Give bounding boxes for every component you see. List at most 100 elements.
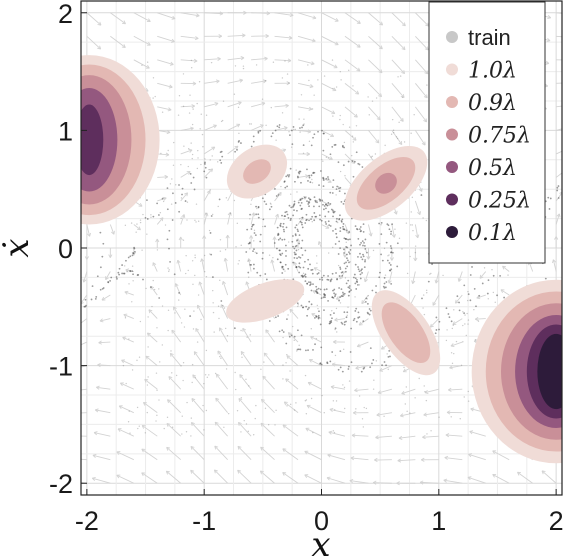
field-arrow-head bbox=[356, 20, 361, 24]
train-point bbox=[274, 424, 276, 426]
train-point bbox=[329, 191, 332, 194]
train-point bbox=[208, 168, 210, 171]
train-point bbox=[335, 233, 337, 235]
field-arrow-head bbox=[424, 390, 429, 395]
train-point bbox=[265, 203, 268, 206]
field-arrow-head bbox=[363, 278, 368, 283]
field-arrow bbox=[157, 129, 171, 133]
field-arrow-head bbox=[361, 300, 366, 305]
train-point bbox=[203, 162, 206, 164]
train-point bbox=[182, 379, 184, 382]
train-point bbox=[219, 279, 221, 282]
train-point bbox=[314, 215, 317, 218]
field-arrow-head bbox=[447, 387, 452, 392]
field-arrow bbox=[467, 476, 486, 484]
train-point bbox=[238, 259, 240, 262]
train-point bbox=[389, 355, 391, 358]
train-point bbox=[383, 247, 386, 250]
field-arrow bbox=[368, 35, 383, 50]
train-point bbox=[371, 289, 374, 292]
field-arrow bbox=[556, 128, 562, 131]
train-point bbox=[178, 210, 181, 213]
train-point bbox=[240, 397, 243, 399]
field-arrow-head bbox=[306, 404, 311, 409]
train-point bbox=[371, 100, 374, 102]
field-arrow bbox=[414, 106, 427, 123]
train-point bbox=[456, 295, 459, 298]
train-point bbox=[355, 307, 358, 310]
train-point bbox=[345, 238, 348, 241]
field-arrow-head bbox=[225, 234, 230, 239]
train-point bbox=[264, 407, 267, 410]
train-point bbox=[286, 318, 288, 321]
field-arrow-head bbox=[193, 351, 198, 356]
train-point bbox=[331, 192, 334, 194]
field-arrow bbox=[157, 153, 170, 156]
field-arrow-head bbox=[366, 255, 371, 260]
train-point bbox=[392, 129, 395, 131]
train-point bbox=[311, 272, 314, 275]
train-point bbox=[123, 272, 126, 275]
train-point bbox=[343, 323, 346, 326]
field-arrow-head bbox=[434, 279, 439, 284]
train-point bbox=[363, 406, 365, 409]
field-arrow-head bbox=[401, 46, 406, 51]
field-arrow bbox=[251, 58, 268, 61]
field-arrow bbox=[251, 12, 270, 14]
field-arrow bbox=[224, 258, 229, 272]
contour-level bbox=[381, 302, 431, 364]
train-point bbox=[360, 241, 362, 244]
field-arrow-head bbox=[192, 374, 197, 379]
train-point bbox=[340, 288, 343, 291]
train-point bbox=[326, 362, 329, 365]
train-point bbox=[390, 247, 393, 250]
train-point bbox=[274, 188, 276, 190]
train-point bbox=[332, 430, 335, 432]
field-arrow-head bbox=[92, 453, 97, 458]
train-point bbox=[315, 285, 318, 288]
train-point bbox=[276, 258, 279, 261]
train-point bbox=[182, 239, 185, 241]
field-arrow-head bbox=[125, 268, 130, 273]
train-point bbox=[276, 226, 279, 229]
field-arrow-head bbox=[443, 478, 448, 483]
train-point bbox=[314, 343, 316, 346]
train-point bbox=[224, 249, 227, 251]
train-point bbox=[263, 361, 265, 363]
train-point bbox=[350, 154, 353, 157]
train-point bbox=[158, 399, 160, 401]
train-point bbox=[237, 106, 240, 109]
field-arrow bbox=[214, 421, 228, 437]
field-arrow bbox=[110, 12, 126, 25]
field-arrow bbox=[321, 35, 339, 46]
field-arrow-head bbox=[237, 445, 242, 450]
field-arrow-head bbox=[206, 190, 211, 195]
train-point bbox=[194, 256, 196, 259]
train-point bbox=[189, 315, 192, 317]
train-point bbox=[167, 329, 169, 332]
train-point bbox=[357, 266, 359, 268]
field-arrow-head bbox=[541, 470, 546, 475]
train-point bbox=[299, 127, 301, 129]
train-point bbox=[306, 314, 308, 317]
field-arrow bbox=[391, 224, 395, 238]
train-point bbox=[342, 203, 345, 205]
train-point bbox=[149, 286, 152, 289]
train-point bbox=[344, 270, 347, 273]
train-point bbox=[343, 386, 346, 389]
field-arrow bbox=[412, 271, 416, 284]
field-arrow bbox=[156, 217, 164, 225]
train-point bbox=[131, 369, 134, 371]
train-point bbox=[322, 160, 324, 162]
train-point bbox=[45, 339, 47, 341]
field-arrow-head bbox=[429, 323, 434, 328]
train-point bbox=[473, 308, 475, 311]
train-point bbox=[242, 67, 245, 70]
field-arrow-head bbox=[413, 257, 418, 262]
field-arrow bbox=[555, 213, 560, 225]
train-point bbox=[5, 364, 7, 366]
train-point bbox=[355, 408, 357, 410]
field-arrow bbox=[274, 35, 293, 39]
x-axis-label: x bbox=[311, 525, 330, 560]
field-arrow-head bbox=[211, 146, 216, 151]
